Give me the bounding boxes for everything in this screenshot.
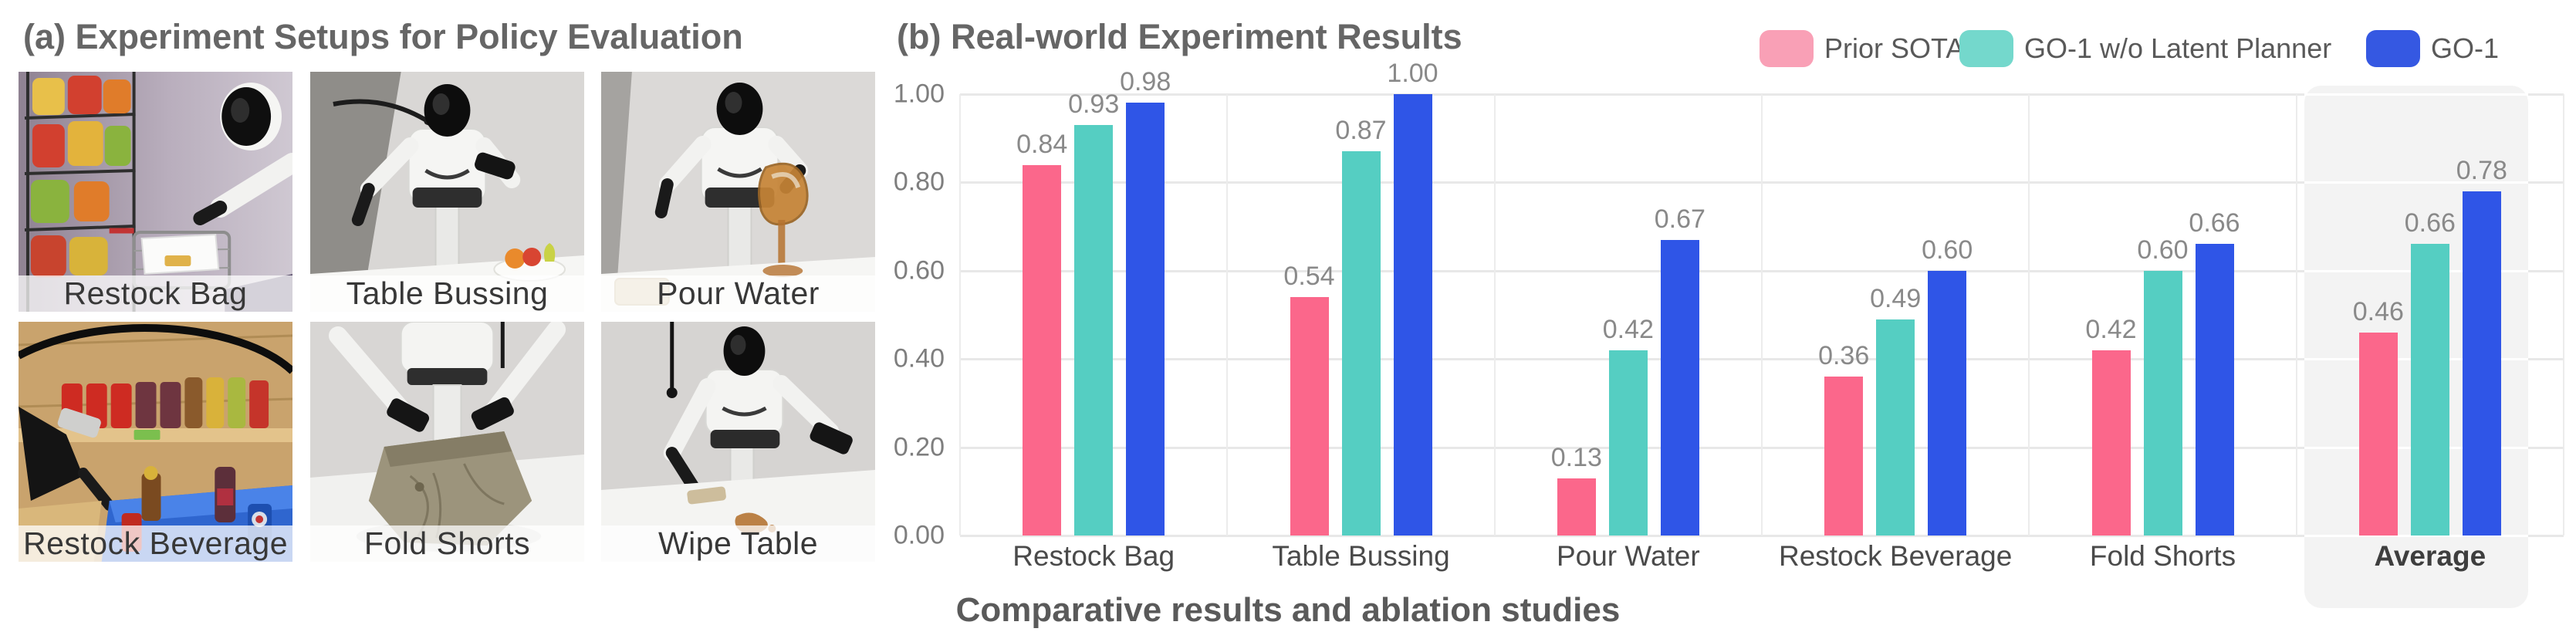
y-axis-tick-label: 0.20 (893, 432, 945, 462)
bar-go-1-w-o-latent-planner (1341, 151, 1381, 536)
bar-value-label: 0.78 (2456, 155, 2507, 185)
panel-a-title: (a) Experiment Setups for Policy Evaluat… (23, 17, 743, 56)
y-axis-tick-label: 0.80 (893, 167, 945, 197)
x-axis-category-label: Fold Shorts (2089, 540, 2236, 572)
bar-prior-sota (2358, 332, 2398, 536)
figure-caption: Comparative results and ablation studies (955, 591, 1621, 629)
bar-go-1-w-o-latent-planner (2410, 244, 2449, 536)
bar-prior-sota (1023, 164, 1062, 536)
y-axis-tick-label: 0.00 (893, 520, 945, 550)
gridline-highlight-segment (2304, 535, 2528, 537)
bar-prior-sota (2091, 350, 2131, 536)
bar-value-label: 0.66 (2404, 208, 2456, 238)
bar-value-label: 0.98 (1120, 67, 1171, 97)
bar-value-label: 0.46 (2352, 296, 2404, 326)
gridline-highlight-segment (2304, 93, 2528, 96)
bar-value-label: 1.00 (1387, 59, 1438, 88)
bar-go-1-w-o-latent-planner (1876, 319, 1915, 536)
bar-value-label: 0.67 (1654, 204, 1706, 234)
x-axis-category-label: Average (2374, 540, 2486, 572)
group-separator-line (1761, 94, 1763, 536)
legend-item: GO-1 w/o Latent Planner (1959, 30, 2331, 67)
group-separator-line (2563, 94, 2564, 536)
photo-restock-bag: Restock Bag (19, 72, 292, 312)
bar-value-label: 0.60 (2137, 235, 2189, 265)
legend-item: GO-1 (2366, 30, 2499, 67)
x-axis-category-label: Table Bussing (1272, 540, 1450, 572)
y-axis-tick-label: 0.40 (893, 343, 945, 373)
x-axis-category-label: Restock Bag (1012, 540, 1175, 572)
group-separator-line (1226, 94, 1229, 536)
bar-go-1 (2195, 244, 2234, 536)
panel-b-title: (b) Real-world Experiment Results (897, 17, 1462, 56)
x-axis-category-label: Pour Water (1556, 540, 1700, 572)
bar-value-label: 0.13 (1550, 442, 1602, 472)
bar-go-1-w-o-latent-planner (1608, 350, 1648, 536)
gridline-highlight-segment (2304, 181, 2528, 184)
photo-restock-beverage: Restock Beverage (19, 322, 292, 562)
legend-swatch-prior-sota (1760, 30, 1814, 67)
legend-swatch-go-1-w-o-latent-planner (1959, 30, 2013, 67)
bar-value-label: 0.42 (2085, 314, 2137, 344)
photo-pour-water: Pour Water (601, 72, 875, 312)
restock-beverage-illustration (19, 322, 292, 562)
legend-label: GO-1 w/o Latent Planner (2024, 32, 2332, 64)
bar-go-1-w-o-latent-planner (2143, 270, 2182, 536)
x-axis-category-label: Restock Beverage (1778, 540, 2013, 572)
bar-go-1 (2462, 191, 2501, 536)
y-axis-tick-label: 0.60 (893, 255, 945, 286)
bar-prior-sota (1557, 478, 1596, 536)
bar-value-label: 0.84 (1016, 129, 1068, 159)
bar-prior-sota (1824, 377, 1864, 536)
bar-go-1 (1126, 103, 1165, 536)
photo-label: Fold Shorts (310, 525, 584, 562)
bar-go-1 (1393, 94, 1432, 536)
group-separator-line (959, 94, 961, 536)
legend-swatch-go-1 (2366, 30, 2420, 67)
photo-label: Wipe Table (601, 525, 875, 562)
table-bussing-illustration (310, 72, 584, 312)
photo-label: Table Bussing (310, 275, 584, 312)
bar-go-1-w-o-latent-planner (1074, 125, 1114, 536)
bar-value-label: 0.36 (1818, 341, 1870, 371)
bar-value-label: 0.54 (1283, 262, 1335, 292)
bar-prior-sota (1290, 297, 1329, 536)
photo-label: Restock Beverage (19, 525, 292, 562)
bar-value-label: 0.93 (1068, 90, 1120, 120)
bar-go-1 (1660, 239, 1699, 536)
photo-fold-shorts: Fold Shorts (310, 322, 584, 562)
legend-item: Prior SOTA (1760, 30, 1964, 67)
photo-label: Pour Water (601, 275, 875, 312)
bar-value-label: 0.87 (1335, 116, 1387, 146)
photo-table-bussing: Table Bussing (310, 72, 584, 312)
wipe-table-illustration (601, 322, 875, 562)
bar-go-1 (1928, 270, 1967, 536)
gridline (960, 535, 2564, 537)
group-separator-line (2028, 94, 2030, 536)
bar-value-label: 0.60 (1922, 235, 1973, 265)
photo-label: Restock Bag (19, 275, 292, 312)
group-separator-line (1493, 94, 1496, 536)
bar-value-label: 0.42 (1602, 314, 1654, 344)
y-axis-tick-label: 1.00 (893, 79, 945, 109)
bar-value-label: 0.49 (1870, 283, 1922, 313)
legend-label: Prior SOTA (1824, 32, 1965, 64)
group-separator-line (2295, 94, 2297, 536)
legend-label: GO-1 (2431, 32, 2500, 64)
bar-value-label: 0.66 (2189, 208, 2240, 238)
photo-wipe-table: Wipe Table (601, 322, 875, 562)
